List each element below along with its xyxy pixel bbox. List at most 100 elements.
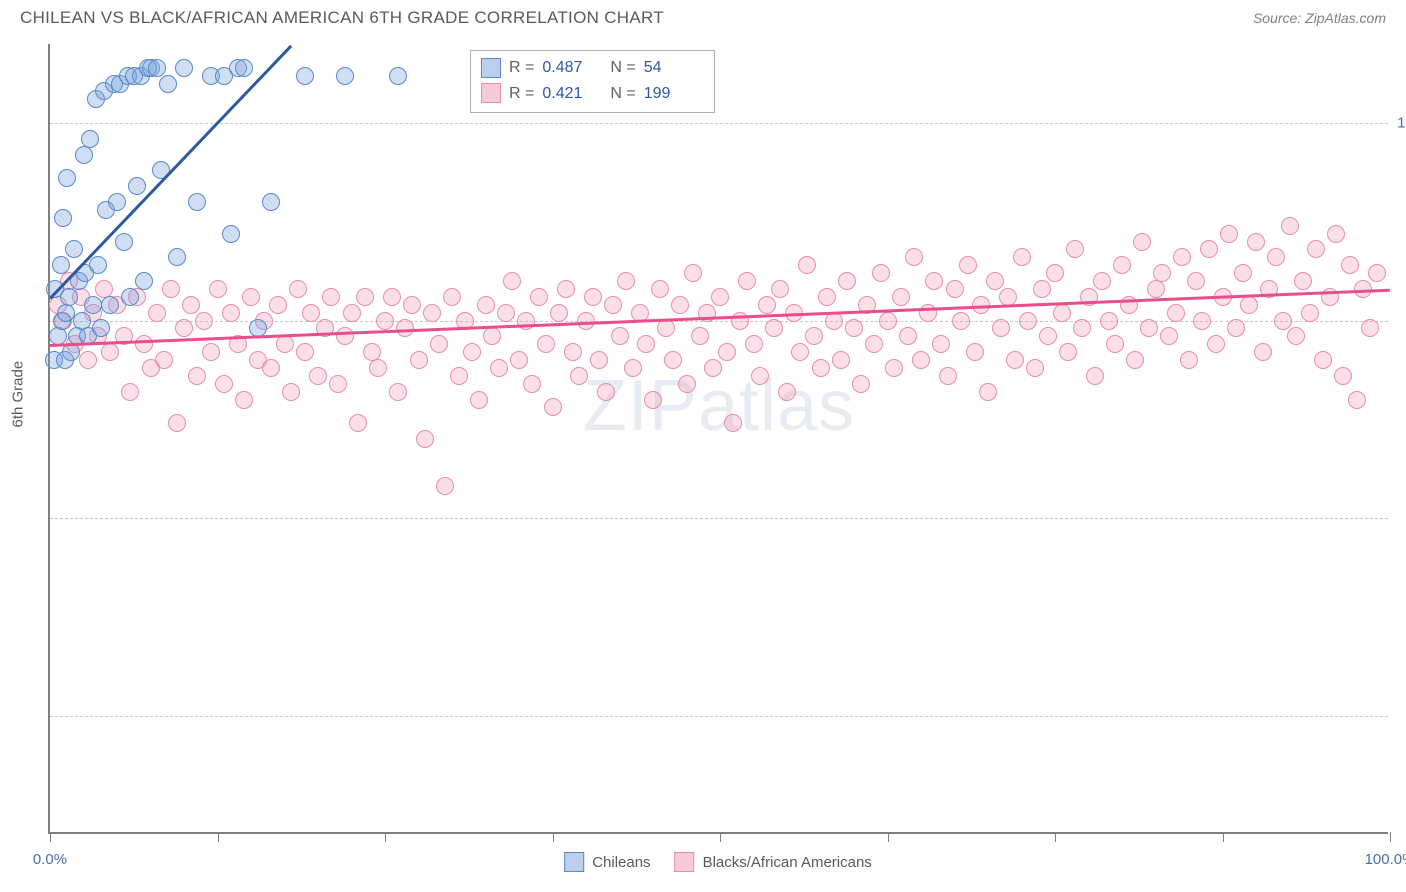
x-tick [720, 832, 721, 842]
data-point-pink [410, 351, 428, 369]
chart-container: 6th Grade ZIPatlas R = 0.487 N = 54 R = … [48, 44, 1388, 834]
data-point-pink [664, 351, 682, 369]
data-point-pink [617, 272, 635, 290]
data-point-pink [1033, 280, 1051, 298]
data-point-pink [1113, 256, 1131, 274]
data-point-pink [1187, 272, 1205, 290]
data-point-pink [1026, 359, 1044, 377]
data-point-blue [84, 296, 102, 314]
data-point-pink [296, 343, 314, 361]
data-point-pink [530, 288, 548, 306]
x-tick [218, 832, 219, 842]
x-tick [888, 832, 889, 842]
data-point-pink [1247, 233, 1265, 251]
data-point-pink [765, 319, 783, 337]
data-point-pink [651, 280, 669, 298]
data-point-pink [738, 272, 756, 290]
data-point-blue [336, 67, 354, 85]
data-point-pink [1334, 367, 1352, 385]
data-point-pink [919, 304, 937, 322]
data-point-pink [959, 256, 977, 274]
data-point-pink [1254, 343, 1272, 361]
y-axis-title: 6th Grade [10, 361, 27, 428]
data-point-pink [436, 477, 454, 495]
data-point-pink [1153, 264, 1171, 282]
data-point-pink [1200, 240, 1218, 258]
data-point-pink [1307, 240, 1325, 258]
data-point-pink [778, 383, 796, 401]
data-point-pink [758, 296, 776, 314]
data-point-blue [60, 288, 78, 306]
swatch-blue [481, 58, 501, 78]
legend-label-blue: Chileans [592, 854, 650, 871]
data-point-pink [899, 327, 917, 345]
data-point-pink [932, 335, 950, 353]
data-point-pink [1294, 272, 1312, 290]
data-point-pink [1267, 248, 1285, 266]
legend-label-pink: Blacks/African Americans [703, 854, 872, 871]
data-point-pink [1173, 248, 1191, 266]
data-point-pink [477, 296, 495, 314]
data-point-pink [537, 335, 555, 353]
data-point-blue [262, 193, 280, 211]
data-point-pink [731, 312, 749, 330]
stats-row-blue: R = 0.487 N = 54 [481, 55, 704, 81]
data-point-pink [1301, 304, 1319, 322]
r-value-blue: 0.487 [542, 55, 602, 81]
data-point-pink [510, 351, 528, 369]
data-point-pink [1361, 319, 1379, 337]
data-point-pink [798, 256, 816, 274]
data-point-pink [1126, 351, 1144, 369]
data-point-pink [162, 280, 180, 298]
data-point-pink [1059, 343, 1077, 361]
data-point-blue [108, 193, 126, 211]
data-point-blue [148, 59, 166, 77]
data-point-pink [1039, 327, 1057, 345]
data-point-pink [905, 248, 923, 266]
data-point-pink [771, 280, 789, 298]
data-point-pink [845, 319, 863, 337]
data-point-pink [349, 414, 367, 432]
data-point-pink [1281, 217, 1299, 235]
legend-item-blue: Chileans [564, 852, 650, 872]
data-point-pink [262, 359, 280, 377]
data-point-pink [671, 296, 689, 314]
data-point-pink [912, 351, 930, 369]
gridline [50, 518, 1388, 519]
stats-row-pink: R = 0.421 N = 199 [481, 81, 704, 107]
data-point-pink [403, 296, 421, 314]
data-point-pink [1314, 351, 1332, 369]
data-point-pink [590, 351, 608, 369]
data-point-pink [1106, 335, 1124, 353]
gridline [50, 716, 1388, 717]
data-point-pink [148, 304, 166, 322]
data-point-pink [885, 359, 903, 377]
data-point-pink [865, 335, 883, 353]
data-point-pink [570, 367, 588, 385]
data-point-pink [202, 343, 220, 361]
data-point-pink [704, 359, 722, 377]
data-point-pink [503, 272, 521, 290]
data-point-pink [1013, 248, 1031, 266]
data-point-pink [1207, 335, 1225, 353]
data-point-pink [986, 272, 1004, 290]
data-point-pink [1368, 264, 1386, 282]
data-point-pink [343, 304, 361, 322]
data-point-pink [611, 327, 629, 345]
data-point-pink [1006, 351, 1024, 369]
data-point-pink [818, 288, 836, 306]
data-point-pink [135, 335, 153, 353]
data-point-blue [54, 209, 72, 227]
n-value-pink: 199 [644, 81, 704, 107]
data-point-blue [389, 67, 407, 85]
legend-swatch-blue [564, 852, 584, 872]
data-point-pink [215, 375, 233, 393]
data-point-pink [1066, 240, 1084, 258]
data-point-blue [92, 319, 110, 337]
data-point-blue [135, 272, 153, 290]
data-point-blue [115, 233, 133, 251]
data-point-pink [356, 288, 374, 306]
legend-item-pink: Blacks/African Americans [675, 852, 872, 872]
data-point-pink [1193, 312, 1211, 330]
data-point-pink [182, 296, 200, 314]
